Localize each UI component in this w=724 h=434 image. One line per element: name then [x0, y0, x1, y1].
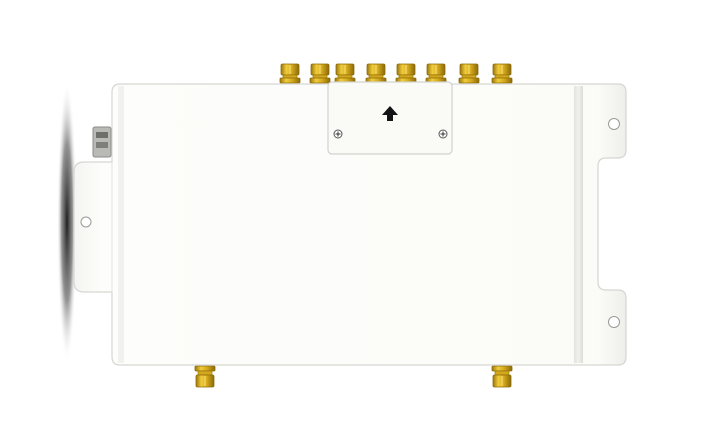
device-body [73, 83, 627, 366]
ethernet-port-icon [92, 126, 112, 158]
body-left-edge [118, 86, 124, 363]
sma-connector-icon [491, 365, 513, 388]
mount-hole-icon [608, 118, 620, 130]
screw-icon [333, 129, 343, 139]
screw-icon [438, 129, 448, 139]
sma-connector-icon [194, 365, 216, 388]
sma-connector-icon [334, 63, 356, 84]
mount-hole-icon [608, 316, 620, 328]
mount-hole-icon [80, 216, 92, 228]
sma-connector-icon [395, 63, 417, 84]
sma-connector-icon [309, 63, 331, 84]
bottom-connector-row [194, 365, 513, 388]
top-connector-row [279, 63, 513, 84]
sma-connector-icon [279, 63, 301, 84]
up-arrow-icon [382, 106, 398, 121]
sma-connector-icon [425, 63, 447, 84]
sma-connector-icon [491, 63, 513, 84]
sma-connector-icon [365, 63, 387, 84]
side-shadow [57, 80, 77, 364]
sma-connector-icon [458, 63, 480, 84]
right-strip [574, 86, 583, 363]
